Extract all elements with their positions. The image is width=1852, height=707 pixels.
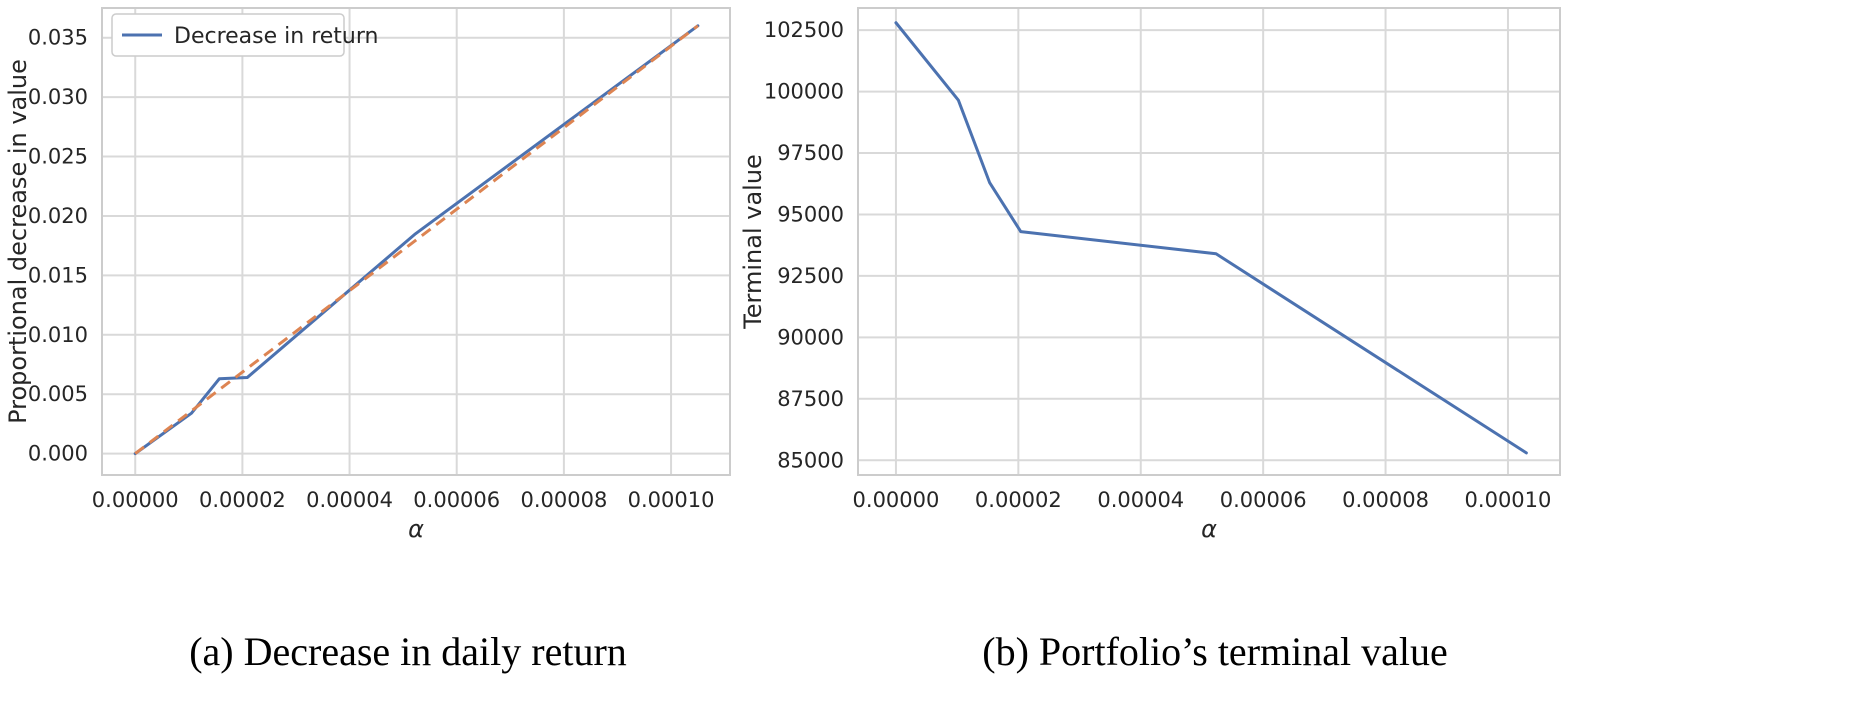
- chart-a-legend-box: [111, 13, 345, 57]
- chart-panel-a: 0.00000 0.00002 0.00004 0.00006 0.00008 0.000…: [0, 0, 880, 707]
- chart-a-y-tick-label: 0.025: [28, 145, 88, 169]
- chart-b-y-tick-label: 92500: [777, 264, 844, 288]
- chart-a-y-tick-label: 0.000: [28, 442, 88, 466]
- chart-b-svg: 0.00000 0.00002 0.00004 0.00006 0.00008 0.000…: [739, 7, 1561, 543]
- chart-a-series-line-0: [133, 24, 700, 456]
- chart-b-y-tick-label: 90000: [777, 325, 844, 349]
- chart-a-svg: 0.00000 0.00002 0.00004 0.00006 0.00008 0.000…: [4, 7, 731, 543]
- chart-a-caption: (a) Decrease in daily return: [189, 629, 627, 674]
- chart-a-series-line-1: [134, 24, 699, 455]
- chart-a-x-tick-label: 0.00000: [92, 488, 179, 512]
- chart-a-x-tick-label: 0.00004: [306, 488, 393, 512]
- chart-a-y-tick-label: 0.005: [28, 382, 88, 406]
- chart-b-y-tick-label: 102500: [764, 18, 844, 42]
- chart-b-x-tick-label: 0.00006: [1220, 488, 1307, 512]
- chart-a-y-axis-label: Proportional decrease in value: [4, 59, 32, 424]
- chart-panel-b: 0.00000 0.00002 0.00004 0.00006 0.00008 0.000…: [739, 0, 1852, 707]
- chart-b-y-axis-label: Terminal value: [739, 154, 767, 330]
- chart-b-x-tick-label: 0.00004: [1097, 488, 1184, 512]
- chart-a-frame: [101, 7, 731, 476]
- chart-b-y-tick-label: 87500: [777, 387, 844, 411]
- chart-b-x-tick-label: 0.00000: [853, 488, 940, 512]
- chart-b-frame: [857, 7, 1561, 476]
- chart-b-caption: (b) Portfolio’s terminal value: [982, 629, 1448, 674]
- chart-a-y-tick-label: 0.035: [28, 26, 88, 50]
- chart-b-y-tick-label: 95000: [777, 202, 844, 226]
- chart-a-x-axis-label: α: [408, 515, 424, 543]
- chart-a-y-tick-label: 0.020: [28, 204, 88, 228]
- chart-a-x-tick-label: 0.00008: [520, 488, 607, 512]
- chart-a-x-tick-label: 0.00006: [413, 488, 500, 512]
- chart-a-y-tick-label: 0.030: [28, 85, 88, 109]
- chart-b-x-tick-label: 0.00002: [975, 488, 1062, 512]
- chart-a-x-tick-label: 0.00010: [628, 488, 715, 512]
- chart-a-x-tick-label: 0.00002: [199, 488, 286, 512]
- chart-a-y-tick-label: 0.010: [28, 323, 88, 347]
- chart-a-legend-label: Decrease in return: [174, 24, 378, 49]
- chart-b-series-line-0: [894, 21, 1528, 455]
- chart-b-x-tick-label: 0.00008: [1342, 488, 1429, 512]
- chart-b-y-tick-label: 100000: [764, 80, 844, 104]
- chart-b-x-axis-label: α: [1201, 515, 1217, 543]
- chart-b-x-tick-label: 0.00010: [1465, 488, 1552, 512]
- chart-b-y-tick-label: 97500: [777, 141, 844, 165]
- chart-b-y-tick-label: 85000: [777, 448, 844, 472]
- chart-a-y-tick-label: 0.015: [28, 263, 88, 287]
